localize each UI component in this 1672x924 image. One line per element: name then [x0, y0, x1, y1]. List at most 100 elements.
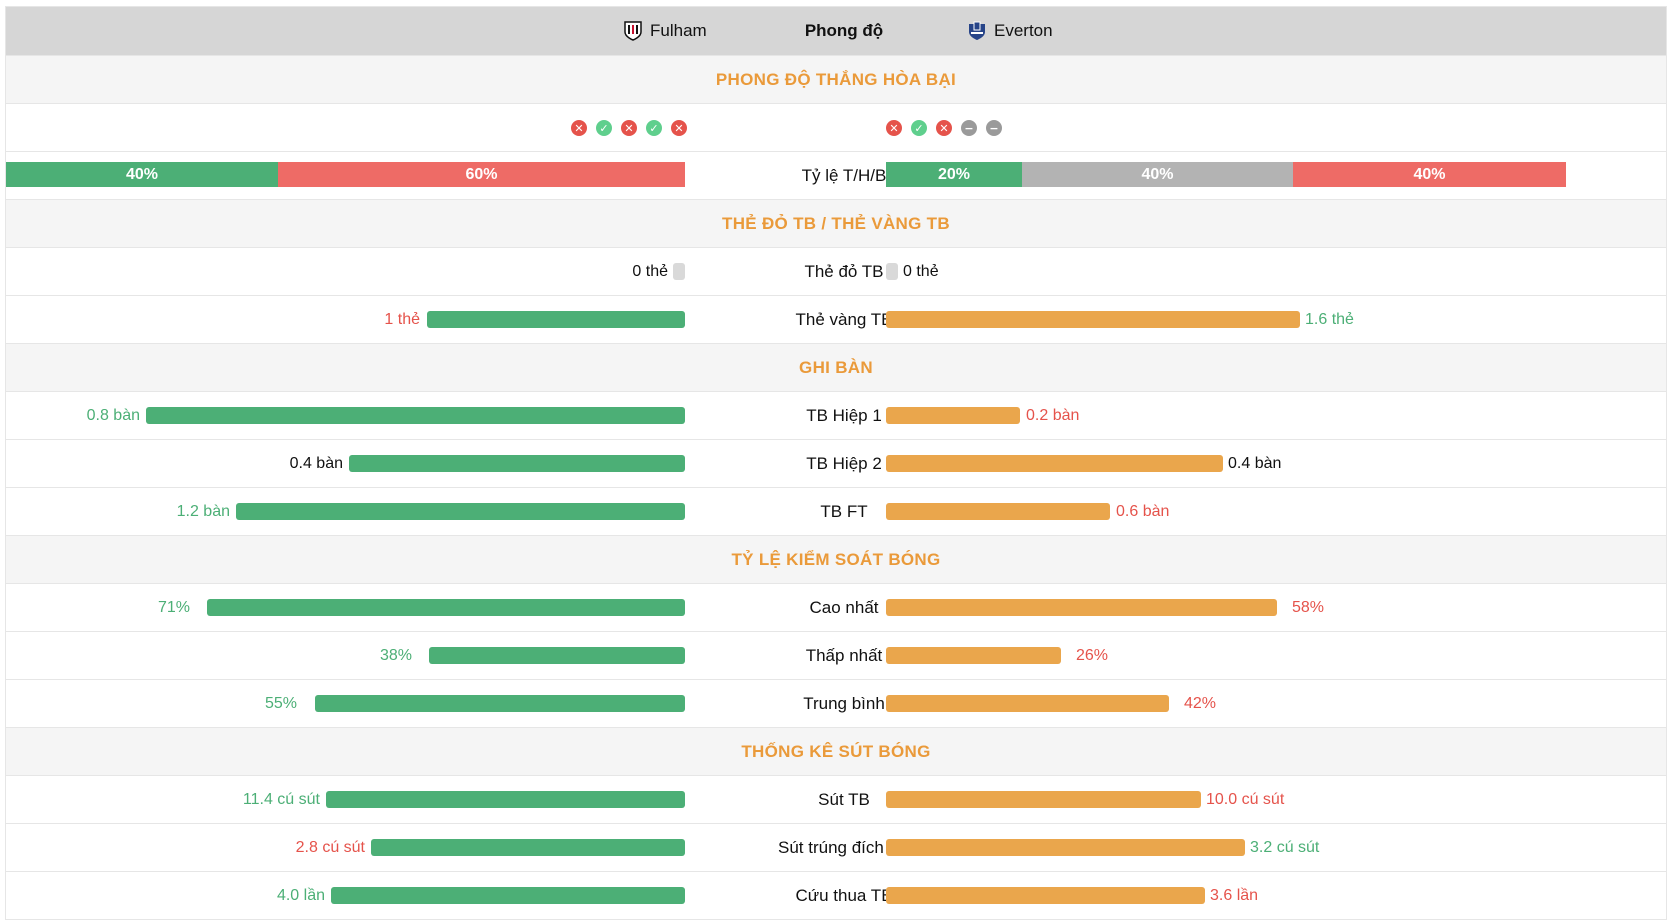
- stat-row-half1: 0.8 bàn TB Hiệp 1 0.2 bàn: [6, 391, 1666, 439]
- away-value: 26%: [1076, 647, 1109, 664]
- stat-label: TB FT: [820, 502, 868, 521]
- home-bar: [207, 599, 685, 616]
- away-bar: [886, 695, 1169, 712]
- section-possession-title: TỶ LỆ KIỂM SOÁT BÓNG: [6, 535, 1666, 583]
- home-bar: [236, 503, 685, 520]
- away-team-name: Everton: [994, 21, 1053, 40]
- away-value: 0 thẻ: [903, 263, 939, 280]
- home-bar: [429, 647, 685, 664]
- loss-cross-icon: ✕: [671, 120, 687, 136]
- loss-cross-icon: ✕: [571, 120, 587, 136]
- away-form-icons: ✕ ✓ ✕ − −: [886, 104, 1002, 152]
- away-value: 10.0 cú sút: [1206, 791, 1285, 808]
- stat-row-shots: 11.4 cú sút Sút TB 10.0 cú sút: [6, 775, 1666, 823]
- form-icons-row: ✕ ✓ ✕ ✓ ✕ ✕ ✓ ✕ − −: [6, 103, 1666, 151]
- comparison-header: Fulham Phong độ Everton: [6, 7, 1666, 55]
- everton-crest-icon: [969, 21, 985, 40]
- away-bar: [886, 263, 898, 280]
- home-bar: [427, 311, 685, 328]
- loss-cross-icon: ✕: [621, 120, 637, 136]
- home-bar: [315, 695, 685, 712]
- section-form-title: PHONG ĐỘ THẮNG HÒA BẠI: [6, 55, 1666, 103]
- away-value: 1.6 thẻ: [1305, 311, 1354, 328]
- home-team-name: Fulham: [650, 21, 707, 40]
- home-bar: [371, 839, 685, 856]
- win-check-icon: ✓: [911, 120, 927, 136]
- away-bar: [886, 887, 1205, 904]
- stat-row-poss-avg: 55% Trung bình 42%: [6, 679, 1666, 727]
- stat-label: Cao nhất: [809, 598, 879, 617]
- away-value: 0.2 bàn: [1026, 407, 1080, 424]
- away-value: 0.4 bàn: [1228, 455, 1282, 472]
- stat-row-poss-max: 71% Cao nhất 58%: [6, 583, 1666, 631]
- home-bar: [673, 263, 685, 280]
- loss-cross-icon: ✕: [936, 120, 952, 136]
- away-value: 42%: [1184, 695, 1217, 712]
- section-shots-title: THỐNG KÊ SÚT BÓNG: [6, 727, 1666, 775]
- fulham-crest-icon: [624, 21, 642, 41]
- away-bar: [886, 791, 1201, 808]
- home-bar: [331, 887, 685, 904]
- form-comparison-panel: Fulham Phong độ Everton PHONG ĐỘ THẮNG H…: [5, 6, 1667, 920]
- away-value: 58%: [1292, 599, 1325, 616]
- home-value: 2.8 cú sút: [295, 839, 365, 856]
- win-check-icon: ✓: [596, 120, 612, 136]
- away-team-header[interactable]: Everton: [968, 7, 1053, 55]
- home-value: 4.0 lần: [276, 887, 325, 904]
- stat-label: Thẻ vàng TB: [795, 310, 893, 329]
- header-title: Phong độ: [804, 21, 884, 40]
- home-value: 1 thẻ: [384, 311, 420, 328]
- away-bar: [886, 455, 1223, 472]
- stat-label: TB Hiệp 2: [806, 454, 882, 473]
- away-value: 0.6 bàn: [1116, 503, 1170, 520]
- ratio-label: Tỷ lệ T/H/B: [801, 166, 887, 185]
- stat-row-saves: 4.0 lần Cứu thua TB 3.6 lần: [6, 871, 1666, 919]
- away-bar: [886, 839, 1245, 856]
- stat-row-ft: 1.2 bàn TB FT 0.6 bàn: [6, 487, 1666, 535]
- stat-label: Thấp nhất: [805, 646, 883, 665]
- stat-label: Sút TB: [818, 790, 870, 809]
- section-cards-title: THẺ ĐỎ TB / THẺ VÀNG TB: [6, 199, 1666, 247]
- home-win-segment: 40%: [6, 162, 278, 187]
- home-value: 1.2 bàn: [176, 503, 230, 520]
- ratio-row: 40% 60% Tỷ lệ T/H/B 20% 40% 40%: [6, 151, 1666, 199]
- home-value: 71%: [157, 599, 190, 616]
- away-bar: [886, 503, 1110, 520]
- home-value: 38%: [379, 647, 412, 664]
- stat-row-poss-min: 38% Thấp nhất 26%: [6, 631, 1666, 679]
- away-win-segment: 20%: [886, 162, 1022, 187]
- away-draw-segment: 40%: [1022, 162, 1293, 187]
- stat-label: Cứu thua TB: [795, 886, 893, 905]
- stat-row-yellow-card: 1 thẻ Thẻ vàng TB 1.6 thẻ: [6, 295, 1666, 343]
- stat-label: Sút trúng đích TB: [778, 838, 910, 857]
- draw-minus-icon: −: [961, 120, 977, 136]
- win-check-icon: ✓: [646, 120, 662, 136]
- home-value: 11.4 cú sút: [242, 791, 320, 808]
- stat-label: TB Hiệp 1: [806, 406, 882, 425]
- stat-row-red-card: 0 thẻ Thẻ đỏ TB 0 thẻ: [6, 247, 1666, 295]
- stat-label: Thẻ đỏ TB: [804, 262, 884, 281]
- stat-row-shots-on-target: 2.8 cú sút Sút trúng đích TB 3.2 cú sút: [6, 823, 1666, 871]
- draw-minus-icon: −: [986, 120, 1002, 136]
- loss-cross-icon: ✕: [886, 120, 902, 136]
- home-bar: [326, 791, 685, 808]
- away-value: 3.6 lần: [1210, 887, 1259, 904]
- stat-row-half2: 0.4 bàn TB Hiệp 2 0.4 bàn: [6, 439, 1666, 487]
- stat-label: Trung bình: [803, 694, 885, 713]
- home-value: 0.8 bàn: [86, 407, 140, 424]
- home-bar: [146, 407, 685, 424]
- away-value: 3.2 cú sút: [1250, 839, 1320, 856]
- away-loss-segment: 40%: [1293, 162, 1566, 187]
- home-value: 0 thẻ: [632, 263, 668, 280]
- home-value: 55%: [264, 695, 297, 712]
- home-bar: [349, 455, 685, 472]
- away-bar: [886, 311, 1300, 328]
- section-goals-title: GHI BÀN: [6, 343, 1666, 391]
- home-team-header[interactable]: Fulham: [624, 7, 707, 55]
- away-bar: [886, 599, 1277, 616]
- away-bar: [886, 647, 1061, 664]
- home-value: 0.4 bàn: [289, 455, 343, 472]
- home-form-icons: ✕ ✓ ✕ ✓ ✕: [571, 104, 687, 152]
- away-bar: [886, 407, 1020, 424]
- home-loss-segment: 60%: [278, 162, 685, 187]
